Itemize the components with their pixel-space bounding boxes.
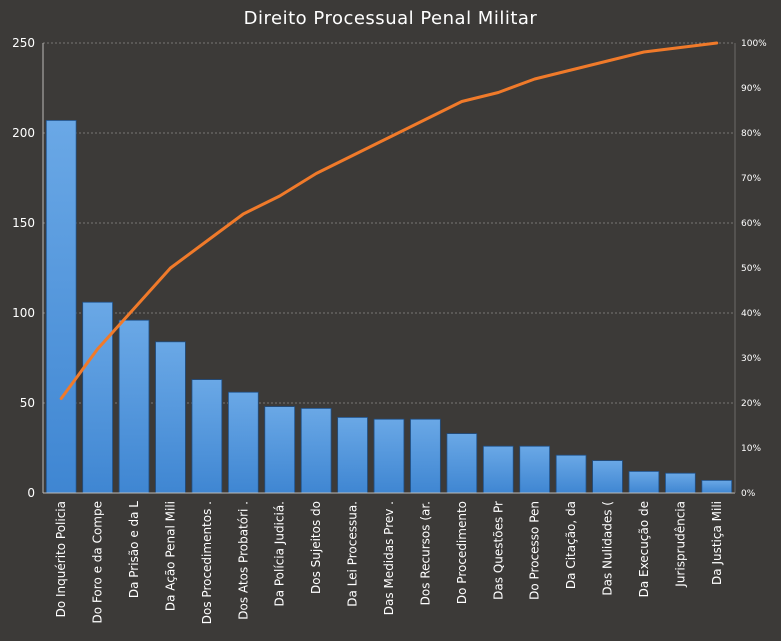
bar bbox=[373, 418, 405, 494]
bar bbox=[592, 460, 623, 494]
y2-tick-label: 0% bbox=[741, 489, 756, 499]
x-tick-label: Do Procedimento bbox=[455, 501, 469, 604]
bar bbox=[410, 418, 441, 494]
bar bbox=[628, 470, 660, 494]
y2-tick-label: 60% bbox=[741, 219, 761, 229]
bar bbox=[155, 341, 186, 494]
bar bbox=[82, 301, 113, 494]
bar bbox=[191, 379, 223, 494]
bar bbox=[701, 479, 733, 494]
gridlines bbox=[43, 42, 735, 404]
y2-tick-label: 70% bbox=[741, 174, 761, 184]
y2-tick-label: 80% bbox=[741, 129, 761, 139]
x-tick-label: Da Lei Processua. bbox=[346, 501, 360, 607]
bar bbox=[446, 433, 478, 494]
bar bbox=[337, 416, 368, 494]
x-tick-label: Dos Recursos (ar. bbox=[418, 501, 432, 605]
y-tick-label: 50 bbox=[20, 396, 35, 410]
y2-tick-label: 100% bbox=[741, 39, 767, 49]
bar bbox=[555, 454, 587, 494]
x-tick-label: Da Citação, da bbox=[564, 501, 578, 589]
cumulative-line-series bbox=[59, 41, 719, 400]
x-tick-label: Da Execução de bbox=[637, 501, 651, 597]
bar bbox=[519, 445, 551, 494]
y-tick-label: 200 bbox=[12, 126, 35, 140]
x-tick-label: Das Questões Pr bbox=[491, 501, 505, 600]
bar bbox=[118, 319, 150, 494]
bar bbox=[665, 472, 696, 494]
y-tick-label: 0 bbox=[27, 486, 35, 500]
bar bbox=[264, 406, 296, 494]
x-tick-label: Das Medidas Prev . bbox=[382, 501, 396, 615]
x-tick-label: Da Justiça Mili bbox=[710, 501, 724, 585]
y-tick-label: 150 bbox=[12, 216, 35, 230]
y2-tick-label: 50% bbox=[741, 264, 761, 274]
y2-tick-label: 90% bbox=[741, 84, 761, 94]
x-tick-label: Dos Atos Probatóri . bbox=[236, 501, 250, 620]
x-tick-label: Do Inquérito Policia bbox=[54, 501, 68, 617]
y-tick-label: 100 bbox=[12, 306, 35, 320]
x-tick-label: Das Nulidades ( bbox=[601, 501, 615, 596]
x-tick-label: Dos Procedimentos . bbox=[200, 501, 214, 624]
x-tick-label: Dos Sujeitos do bbox=[309, 501, 323, 594]
x-tick-label: Do Processo Pen bbox=[528, 501, 542, 600]
x-tick-label: Da Prisão e da L bbox=[127, 501, 141, 598]
y2-tick-label: 10% bbox=[741, 444, 761, 454]
y2-tick-label: 20% bbox=[741, 399, 761, 409]
bar bbox=[482, 445, 514, 494]
y2-tick-label: 30% bbox=[741, 354, 761, 364]
cumulative-line bbox=[59, 41, 719, 400]
x-tick-label: Do Foro e da Compe bbox=[91, 501, 105, 623]
x-tick-label: Da Polícia Judiciá. bbox=[273, 501, 287, 607]
chart-title: Direito Processual Penal Militar bbox=[243, 8, 538, 29]
x-tick-label: Jurisprudência bbox=[673, 501, 687, 588]
bar bbox=[227, 391, 259, 494]
bar-series bbox=[45, 120, 733, 494]
axes: 0 50 100 150 200 250 0% 10% 20% 30% 40% 50% 60% 70% 80… bbox=[12, 36, 767, 624]
y-tick-label: 250 bbox=[12, 36, 35, 50]
bar bbox=[45, 120, 77, 494]
bar bbox=[300, 407, 332, 494]
y2-tick-label: 40% bbox=[741, 309, 761, 319]
x-tick-label: Da Ação Penal Mili bbox=[163, 501, 177, 611]
